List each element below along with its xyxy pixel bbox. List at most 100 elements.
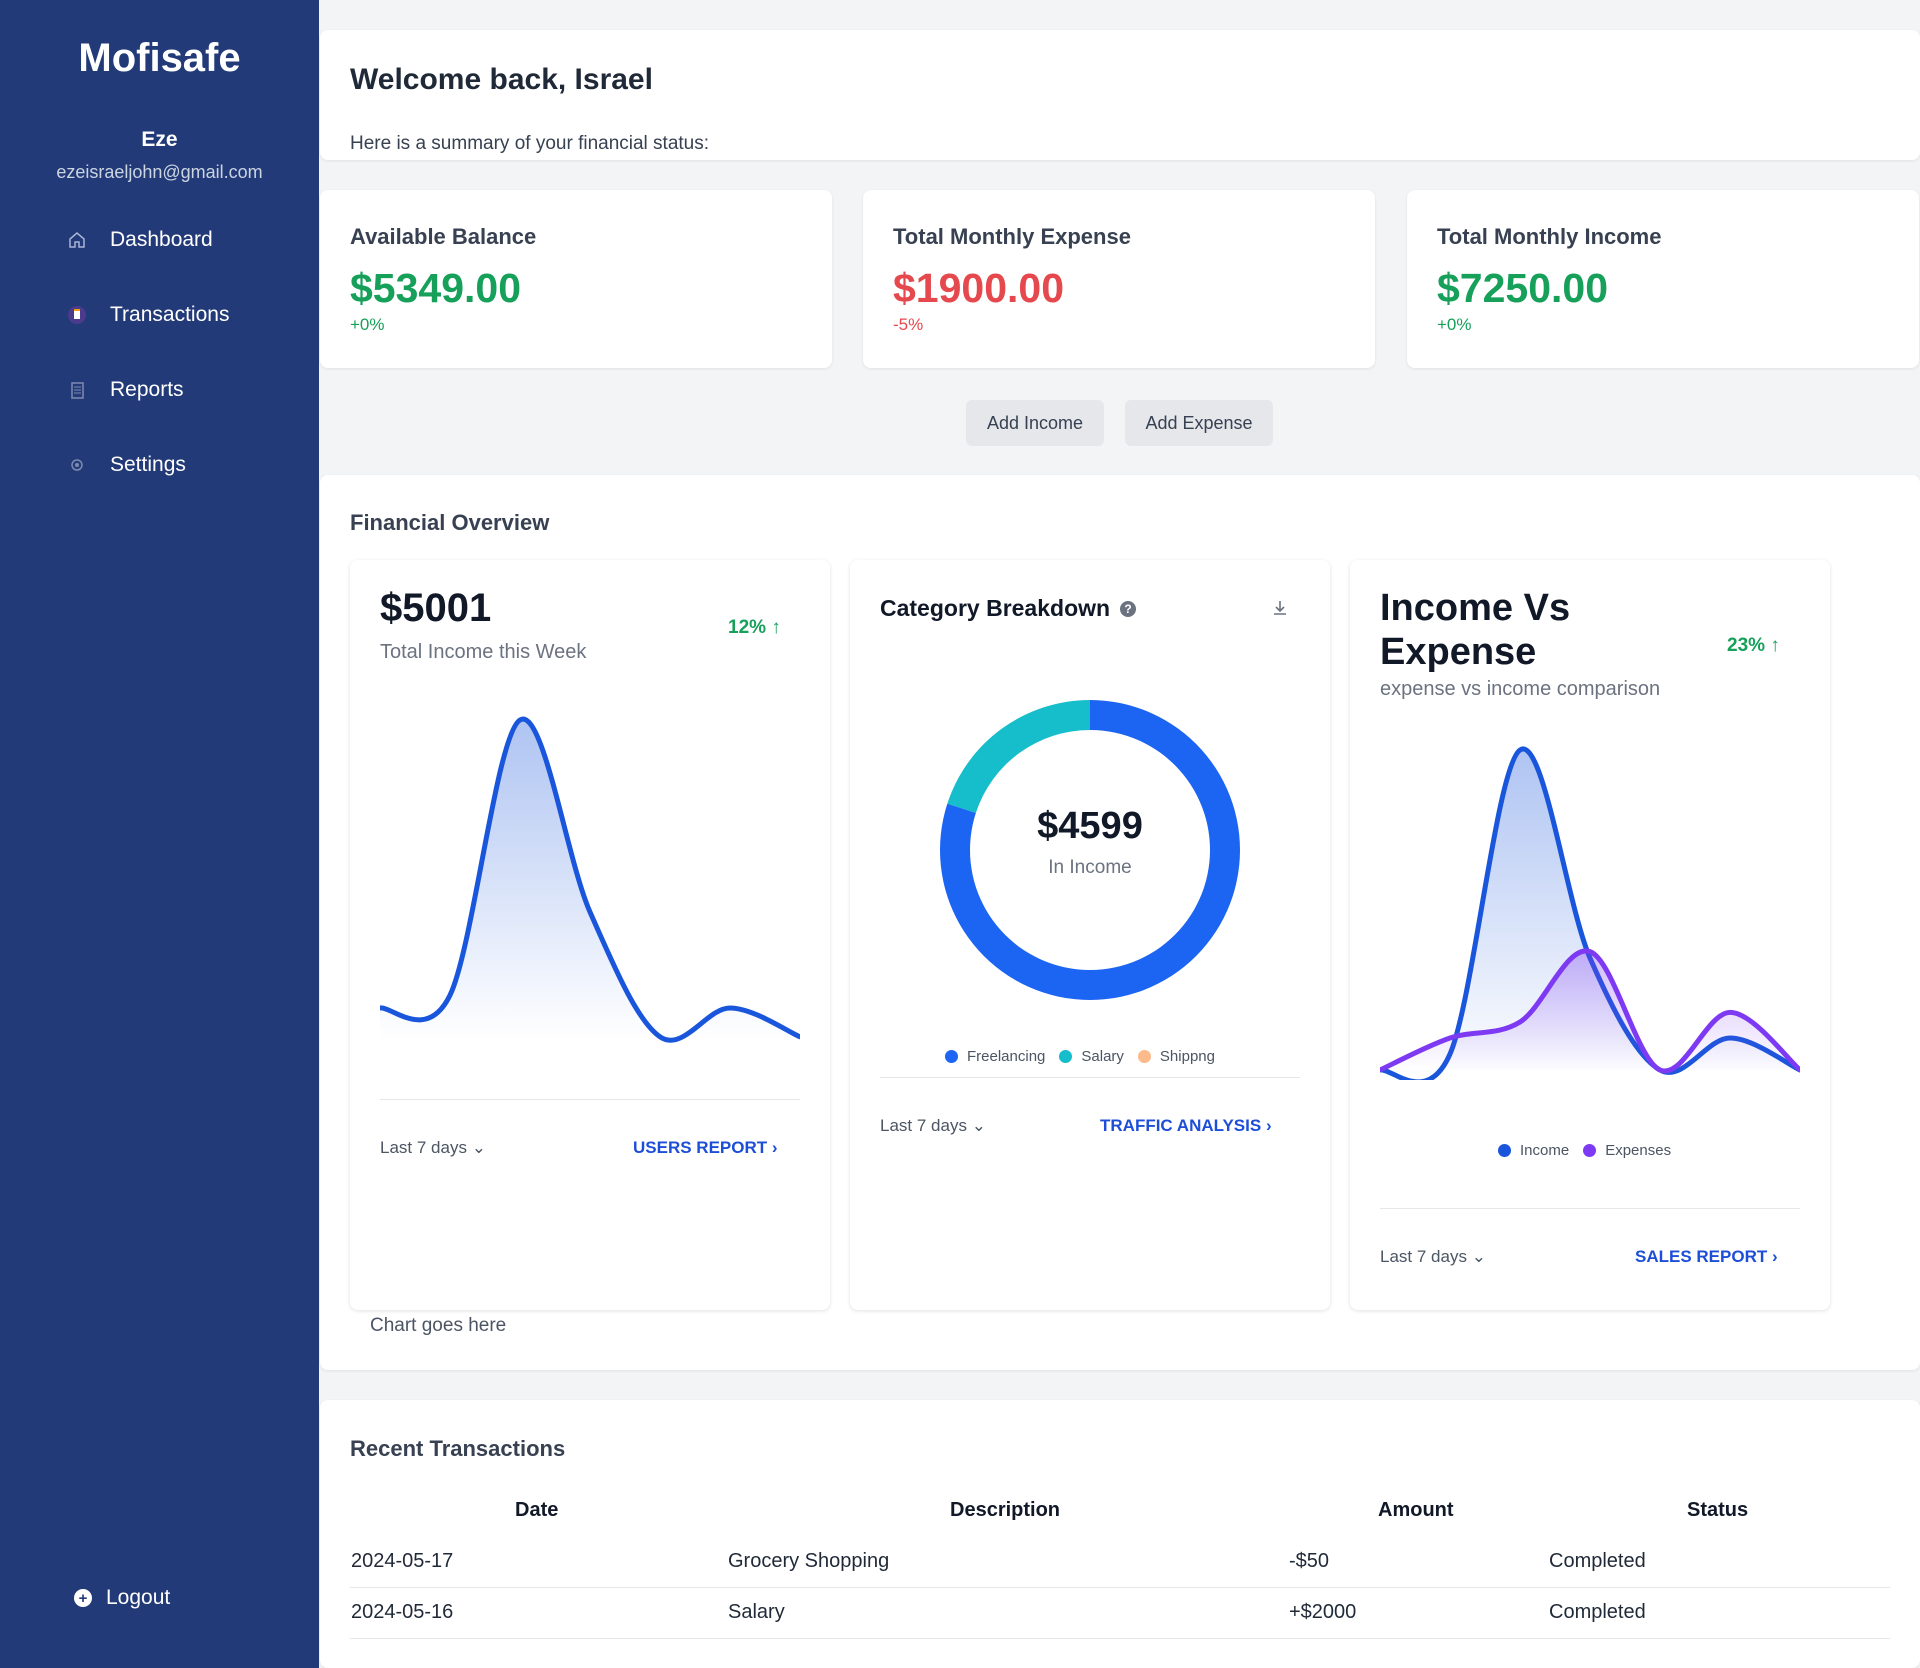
logout-button[interactable]: + Logout bbox=[74, 1586, 170, 1610]
legend-dot bbox=[1059, 1050, 1073, 1063]
stat-value: $7250.00 bbox=[1437, 265, 1609, 311]
column-header-amount[interactable]: Amount bbox=[1378, 1499, 1454, 1521]
series-area-0 bbox=[380, 719, 800, 1041]
legend-item-expenses[interactable]: Expenses bbox=[1583, 1142, 1671, 1159]
chart-placeholder-text: Chart goes here bbox=[370, 1315, 507, 1336]
traffic-analysis-link[interactable]: TRAFFIC ANALYSIS › bbox=[1100, 1116, 1272, 1136]
donut-center-label: In Income bbox=[1048, 857, 1132, 878]
legend-dot bbox=[1583, 1144, 1597, 1157]
ive-percent: 23% ↑ bbox=[1727, 635, 1780, 657]
sidebar-item-label: Dashboard bbox=[110, 228, 213, 251]
chevron-right-icon: › bbox=[1265, 1116, 1272, 1135]
plus-circle-icon: + bbox=[74, 1589, 92, 1607]
user-name: Eze bbox=[141, 128, 178, 151]
legend-label: Shippng bbox=[1159, 1048, 1215, 1065]
stat-label: Total Monthly Income bbox=[1437, 224, 1662, 249]
legend-dot bbox=[945, 1050, 958, 1063]
welcome-card: Welcome back, Israel Here is a summary o… bbox=[320, 30, 1920, 160]
divider bbox=[380, 1099, 800, 1100]
add-expense-button[interactable]: Add Expense bbox=[1125, 400, 1273, 446]
income-vs-expense-card: Income Vs Expense expense vs income comp… bbox=[1350, 560, 1830, 1310]
cell-status: Completed bbox=[1549, 1550, 1646, 1572]
range-dropdown[interactable]: Last 7 days ⌄ bbox=[880, 1116, 986, 1136]
legend-item-salary[interactable]: Salary bbox=[1059, 1048, 1124, 1065]
cell-amount: -$50 bbox=[1289, 1550, 1330, 1572]
link-label: SALES REPORT bbox=[1635, 1247, 1768, 1266]
legend-item-income[interactable]: Income bbox=[1498, 1142, 1569, 1159]
column-header-status[interactable]: Status bbox=[1687, 1499, 1749, 1521]
stat-change: -5% bbox=[893, 315, 924, 334]
cell-amount: +$2000 bbox=[1289, 1601, 1357, 1623]
chevron-right-icon: › bbox=[771, 1138, 778, 1157]
user-email: ezeisraeljohn@gmail.com bbox=[56, 162, 263, 182]
receipt-icon bbox=[66, 304, 88, 326]
column-header-date[interactable]: Date bbox=[515, 1499, 559, 1521]
stat-label: Available Balance bbox=[350, 224, 537, 249]
column-header-description[interactable]: Description bbox=[950, 1499, 1061, 1521]
income-week-subtitle: Total Income this Week bbox=[380, 641, 587, 663]
financial-overview: Financial Overview $5001 Total Income th… bbox=[320, 475, 1920, 1370]
category-title: Category Breakdown bbox=[880, 595, 1111, 621]
ive-legend: Income Expenses bbox=[1498, 1142, 1685, 1159]
legend-label: Expenses bbox=[1605, 1142, 1672, 1159]
range-label: Last 7 days bbox=[1380, 1247, 1467, 1266]
legend-dot bbox=[1498, 1144, 1511, 1157]
sidebar-item-label: Transactions bbox=[110, 303, 230, 326]
cell-date: 2024-05-16 bbox=[351, 1601, 454, 1623]
legend-item-shipping[interactable]: Shippng bbox=[1137, 1048, 1215, 1065]
legend-label: Freelancing bbox=[967, 1048, 1046, 1065]
section-title: Recent Transactions bbox=[350, 1436, 566, 1461]
chevron-down-icon: ⌄ bbox=[1471, 1247, 1486, 1266]
category-title-row: Category Breakdown ? bbox=[880, 595, 1137, 622]
sales-report-link[interactable]: SALES REPORT › bbox=[1635, 1247, 1778, 1267]
stat-change: +0% bbox=[1437, 315, 1472, 334]
legend-dot bbox=[1137, 1050, 1151, 1063]
stat-value: $1900.00 bbox=[893, 265, 1065, 311]
series-area-1 bbox=[1380, 950, 1800, 1072]
download-icon[interactable] bbox=[1270, 598, 1290, 623]
range-label: Last 7 days bbox=[380, 1138, 467, 1157]
home-icon bbox=[66, 229, 88, 251]
sidebar-item-transactions[interactable]: Transactions bbox=[66, 295, 229, 335]
sidebar-item-label: Reports bbox=[110, 378, 184, 401]
sidebar-item-dashboard[interactable]: Dashboard bbox=[66, 220, 213, 260]
gear-icon bbox=[66, 454, 88, 476]
stat-label: Total Monthly Expense bbox=[893, 224, 1131, 249]
income-week-percent: 12% ↑ bbox=[728, 617, 781, 639]
page-title: Welcome back, Israel bbox=[350, 63, 653, 96]
chevron-down-icon: ⌄ bbox=[971, 1116, 986, 1135]
row-divider bbox=[350, 1638, 1890, 1639]
add-income-button[interactable]: Add Income bbox=[966, 400, 1104, 446]
legend-item-freelancing[interactable]: Freelancing bbox=[945, 1048, 1045, 1065]
ive-title: Income Vs Expense bbox=[1380, 586, 1570, 674]
brand-logo[interactable]: Mofisafe bbox=[78, 36, 241, 80]
arrow-up-icon: ↑ bbox=[1770, 635, 1780, 656]
range-dropdown[interactable]: Last 7 days ⌄ bbox=[380, 1138, 486, 1158]
income-week-card: $5001 Total Income this Week 12% ↑ Last … bbox=[350, 560, 830, 1310]
range-label: Last 7 days bbox=[880, 1116, 967, 1135]
sidebar-item-reports[interactable]: Reports bbox=[66, 370, 184, 410]
income-week-chart bbox=[380, 716, 800, 1043]
legend-label: Salary bbox=[1081, 1048, 1124, 1065]
help-icon[interactable]: ? bbox=[1120, 600, 1137, 617]
percent-value: 12% bbox=[728, 617, 767, 638]
page-subtitle: Here is a summary of your financial stat… bbox=[350, 133, 710, 154]
row-divider bbox=[350, 1587, 1890, 1588]
divider bbox=[880, 1077, 1300, 1078]
document-icon bbox=[66, 379, 88, 401]
sidebar: Mofisafe Eze ezeisraeljohn@gmail.com Das… bbox=[0, 0, 319, 1668]
users-report-link[interactable]: USERS REPORT › bbox=[633, 1138, 778, 1158]
logout-label: Logout bbox=[106, 1586, 171, 1609]
ive-chart bbox=[1380, 746, 1800, 1080]
sidebar-item-settings[interactable]: Settings bbox=[66, 445, 186, 485]
category-breakdown-card: Category Breakdown ? $4599 In Income Fre… bbox=[850, 560, 1330, 1310]
donut-slice-salary[interactable] bbox=[947, 700, 1090, 813]
range-dropdown[interactable]: Last 7 days ⌄ bbox=[1380, 1247, 1486, 1267]
link-label: TRAFFIC ANALYSIS bbox=[1100, 1116, 1262, 1135]
section-title: Financial Overview bbox=[350, 510, 550, 535]
link-label: USERS REPORT bbox=[633, 1138, 768, 1157]
series-line-0 bbox=[380, 716, 800, 1043]
ive-title-line: Expense bbox=[1380, 631, 1537, 673]
series-line-1 bbox=[1380, 948, 1800, 1074]
divider bbox=[1380, 1208, 1800, 1209]
